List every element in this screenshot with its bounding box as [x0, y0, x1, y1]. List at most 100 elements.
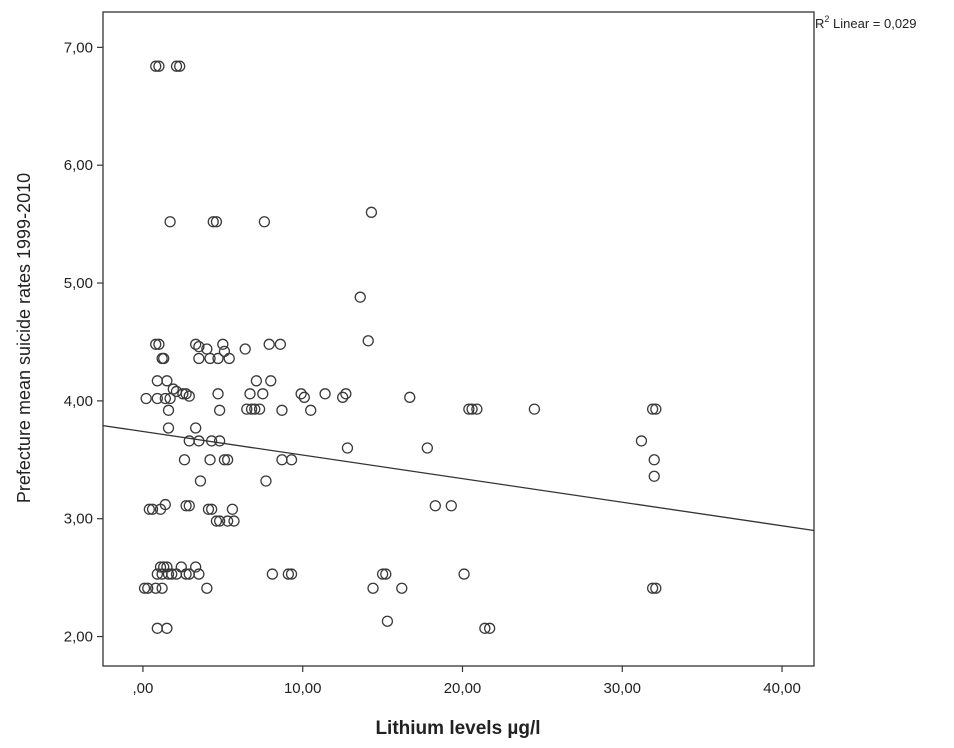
data-point [146, 503, 159, 515]
data-point [445, 500, 457, 512]
data-point [183, 500, 195, 512]
data-point [177, 388, 189, 400]
data-point [241, 403, 253, 415]
data-point [210, 216, 223, 228]
data-point [193, 568, 205, 580]
y-tick-label: 3,00 [64, 511, 93, 528]
data-point [381, 615, 394, 627]
data-point [276, 404, 288, 416]
x-tick-label: 40,00 [763, 680, 801, 697]
data-point [337, 391, 349, 403]
data-point [180, 568, 192, 580]
data-point [190, 561, 202, 573]
data-point [228, 515, 240, 527]
data-point [367, 582, 379, 594]
data-point [150, 582, 162, 594]
data-point [404, 391, 416, 403]
data-point [282, 568, 294, 580]
data-point [205, 503, 218, 515]
data-point [646, 582, 659, 594]
data-point [174, 60, 186, 72]
data-point [158, 352, 170, 365]
data-point [178, 454, 191, 466]
data-point [250, 375, 263, 387]
data-point [466, 403, 478, 415]
data-point [201, 582, 213, 594]
data-point [159, 392, 171, 405]
data-point [285, 568, 298, 580]
data-point [218, 454, 231, 466]
data-point [479, 622, 491, 634]
data-point [260, 475, 272, 487]
data-point [150, 60, 162, 72]
data-point [153, 338, 165, 350]
fit-layer [102, 424, 815, 532]
data-point [221, 515, 234, 527]
data-point [190, 422, 202, 434]
data-point [648, 470, 660, 482]
data-point [202, 503, 215, 515]
points-layer [138, 60, 662, 634]
data-point [161, 622, 173, 634]
data-point [221, 454, 234, 466]
data-point [380, 568, 392, 580]
data-point [249, 403, 261, 415]
data-point [166, 568, 178, 580]
data-point [150, 338, 162, 350]
data-point [285, 454, 298, 466]
data-point [471, 403, 483, 415]
data-point [156, 582, 168, 594]
data-point [151, 375, 163, 387]
data-point [194, 475, 207, 487]
y-tick-label: 7,00 [64, 39, 93, 56]
data-point [362, 335, 374, 347]
data-point [154, 561, 167, 573]
data-point [635, 435, 648, 447]
data-point [142, 582, 154, 594]
data-point [207, 216, 219, 228]
data-point [170, 60, 183, 72]
data-point [298, 391, 310, 403]
data-point [458, 568, 470, 580]
data-point [650, 582, 662, 594]
data-point [193, 352, 205, 365]
data-point [204, 352, 216, 365]
data-point [263, 338, 275, 350]
data-point [213, 435, 226, 447]
data-point [421, 442, 433, 454]
data-point [340, 388, 352, 400]
data-point [319, 388, 331, 400]
data-point [258, 216, 271, 228]
data-point [463, 403, 475, 415]
data-point [650, 403, 662, 415]
ticks-layer: ,00 10,00 20,00 30,00 40,00 2,00 3,00 4,00 5,00 6… [64, 39, 801, 697]
data-point [204, 454, 216, 466]
data-point [274, 338, 287, 350]
data-point [239, 343, 251, 355]
data-point [484, 622, 496, 634]
data-point [223, 352, 235, 365]
data-point [429, 500, 441, 512]
data-point [183, 390, 195, 402]
data-point [213, 515, 226, 527]
data-point [193, 341, 205, 353]
data-point [648, 454, 660, 466]
data-point [164, 392, 176, 405]
data-point [164, 216, 176, 228]
data-point [190, 338, 202, 350]
x-axis-title: Lithium levels µg/l [375, 718, 540, 739]
data-point [175, 561, 187, 573]
fit-line [102, 424, 815, 532]
data-point [295, 388, 307, 400]
x-tick-label: 30,00 [603, 680, 641, 697]
data-point [253, 403, 266, 415]
data-point [161, 375, 173, 387]
y-tick-label: 5,00 [64, 275, 93, 292]
data-point [138, 582, 151, 594]
data-point [226, 503, 239, 515]
data-point [257, 388, 269, 400]
data-point [266, 568, 279, 580]
data-point [153, 60, 165, 72]
